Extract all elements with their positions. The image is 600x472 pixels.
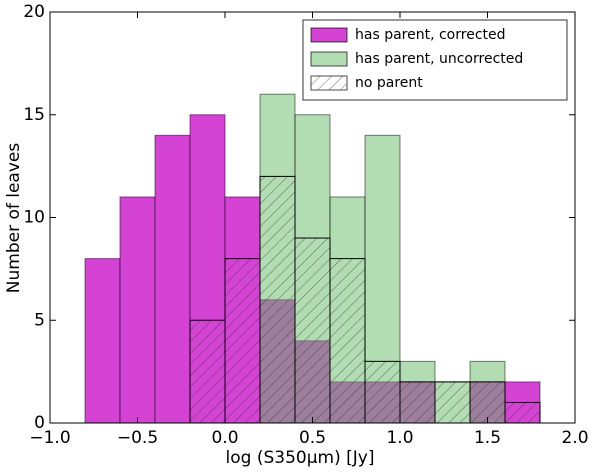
x-axis-label: log (S350μm) [Jy] xyxy=(226,448,375,468)
legend-label: no parent xyxy=(355,75,423,91)
bar xyxy=(329,258,366,424)
y-tick-label: 20 xyxy=(23,2,45,22)
x-tick-label: 1.0 xyxy=(386,428,413,448)
bar xyxy=(469,381,506,424)
x-tick-label: 2.0 xyxy=(561,428,588,448)
bar xyxy=(399,381,436,424)
bar xyxy=(364,360,401,424)
bar xyxy=(189,319,226,424)
legend-swatch xyxy=(310,51,348,67)
x-tick-label: −1.0 xyxy=(29,428,70,448)
bar xyxy=(154,134,191,424)
bar xyxy=(294,237,331,424)
y-tick-label: 10 xyxy=(23,208,45,228)
bar xyxy=(434,381,471,424)
bar xyxy=(259,175,296,424)
legend-label: has parent, uncorrected xyxy=(355,51,523,67)
x-tick-label: 0.0 xyxy=(211,428,238,448)
x-tick-label: −0.5 xyxy=(117,428,158,448)
y-tick-label: 5 xyxy=(34,310,45,330)
legend-swatch xyxy=(310,27,348,43)
bar xyxy=(84,258,121,424)
legend-swatch xyxy=(310,75,348,91)
legend-label: has parent, corrected xyxy=(355,27,506,43)
bar xyxy=(224,258,261,424)
bar xyxy=(119,196,156,424)
y-axis-label: Number of leaves xyxy=(4,143,24,294)
bar xyxy=(504,401,541,424)
y-tick-label: 0 xyxy=(34,413,45,433)
x-tick-label: 1.5 xyxy=(474,428,501,448)
y-tick-label: 15 xyxy=(23,105,45,125)
x-tick-label: 0.5 xyxy=(299,428,326,448)
